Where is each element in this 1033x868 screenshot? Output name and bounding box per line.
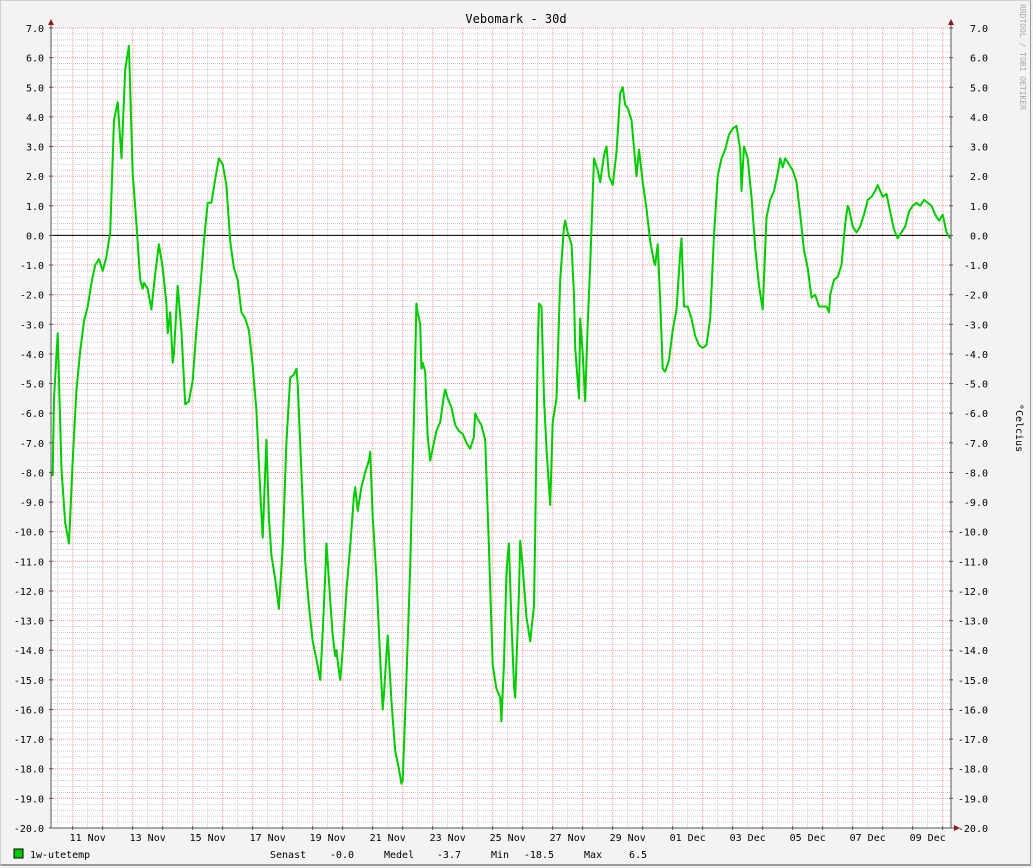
y-tick-label-left: -9.0 [20,498,44,509]
y-tick-label-left: -16.0 [14,705,44,716]
chart-title: Vebomark - 30d [465,12,566,26]
x-tick-label: 13 Nov [130,833,166,844]
y-tick-label-right: 4.0 [970,113,988,124]
y-tick-label-left: -2.0 [20,291,44,302]
y-tick-label-right: -3.0 [964,320,988,331]
y-tick-label-right: -20.0 [958,824,988,835]
axes: 7.0 7.0 6.0 6.0 5.0 5.0 4.0 4.0 3.0 3.0 2.0 2.0 1.0 1… [14,19,988,844]
y-tick-label-right: -12.0 [958,587,988,598]
y-tick-label-right: 5.0 [970,83,988,94]
y-tick-label-left: -18.0 [14,765,44,776]
y-tick-label-left: -13.0 [14,617,44,628]
y-tick-label-right: 0.0 [970,231,988,242]
x-tick-label: 01 Dec [670,833,706,844]
legend-min-label: Min [491,850,509,861]
x-tick-label: 23 Nov [430,833,466,844]
y-tick-label-left: -3.0 [20,320,44,331]
y-tick-label-left: 2.0 [26,172,44,183]
y-axis-arrow-icon [948,19,954,25]
y-tick-label-left: -1.0 [20,261,44,272]
plot-background [51,28,951,828]
x-tick-label: 25 Nov [490,833,526,844]
y-tick-label-right: -9.0 [964,498,988,509]
y-tick-label-right: -8.0 [964,468,988,479]
y-tick-label-right: -16.0 [958,705,988,716]
y-tick-label-right: -15.0 [958,676,988,687]
y-tick-label-left: 7.0 [26,24,44,35]
legend-avg-value: -3.7 [437,850,461,861]
y-tick-label-left: 3.0 [26,143,44,154]
y-tick-label-left: -4.0 [20,350,44,361]
legend-last-label: Senast [270,850,306,861]
y-tick-label-right: -13.0 [958,617,988,628]
y-tick-label-left: -11.0 [14,557,44,568]
y-tick-label-left: 6.0 [26,54,44,65]
y-tick-label-right: -10.0 [958,528,988,539]
y-tick-label-right: -5.0 [964,380,988,391]
y-tick-label-left: -8.0 [20,468,44,479]
y-tick-label-left: -7.0 [20,439,44,450]
x-tick-label: 11 Nov [70,833,106,844]
x-axis-arrow-icon [954,825,960,831]
legend-avg-label: Medel [384,850,414,861]
series-line-1w-utetemp [50,44,952,785]
legend-min-value: -18.5 [524,850,554,861]
y-tick-label-right: 6.0 [970,54,988,65]
x-tick-label: 19 Nov [310,833,346,844]
x-tick-label: 07 Dec [850,833,886,844]
y-tick-label-left: -19.0 [14,794,44,805]
y-tick-label-right: -11.0 [958,557,988,568]
y-tick-label-left: 4.0 [26,113,44,124]
y-tick-label-right: -14.0 [958,646,988,657]
y-axis-label: °Celcius [1013,404,1024,452]
y-tick-label-left: -15.0 [14,676,44,687]
y-tick-label-right: -4.0 [964,350,988,361]
y-tick-label-left: -6.0 [20,409,44,420]
y-tick-label-left: -20.0 [14,824,44,835]
y-tick-label-right: -6.0 [964,409,988,420]
legend-max-label: Max [584,850,602,861]
legend-swatch [13,848,24,859]
series-layer [50,44,952,785]
y-axis-arrow-icon [48,19,54,25]
y-tick-label-left: -14.0 [14,646,44,657]
y-tick-label-right: 3.0 [970,143,988,154]
y-tick-label-left: -5.0 [20,380,44,391]
x-tick-label: 03 Dec [730,833,766,844]
y-tick-label-left: 1.0 [26,202,44,213]
x-tick-label: 27 Nov [550,833,586,844]
y-tick-label-right: -19.0 [958,794,988,805]
grid [51,27,951,829]
x-tick-label: 09 Dec [910,833,946,844]
y-tick-label-right: -1.0 [964,261,988,272]
legend-last-value: -0.0 [330,850,354,861]
y-tick-label-right: -17.0 [958,735,988,746]
legend: 1w-utetemp Senast -0.0 Medel -3.7 Min -1… [13,848,647,861]
y-tick-label-right: 2.0 [970,172,988,183]
y-tick-label-left: 0.0 [26,231,44,242]
y-tick-label-right: -7.0 [964,439,988,450]
x-tick-label: 17 Nov [250,833,286,844]
y-tick-label-left: -12.0 [14,587,44,598]
watermark: RRDTOOL / TOBI OETIKER [1018,4,1027,110]
y-tick-label-right: -2.0 [964,291,988,302]
y-tick-label-left: 5.0 [26,83,44,94]
x-tick-label: 05 Dec [790,833,826,844]
x-tick-label: 29 Nov [610,833,646,844]
y-tick-label-right: -18.0 [958,765,988,776]
legend-series-name: 1w-utetemp [30,850,90,861]
x-tick-label: 15 Nov [190,833,226,844]
y-tick-label-right: 1.0 [970,202,988,213]
legend-max-value: 6.5 [629,850,647,861]
y-tick-label-left: -10.0 [14,528,44,539]
y-tick-label-right: 7.0 [970,24,988,35]
x-tick-label: 21 Nov [370,833,406,844]
y-tick-label-left: -17.0 [14,735,44,746]
